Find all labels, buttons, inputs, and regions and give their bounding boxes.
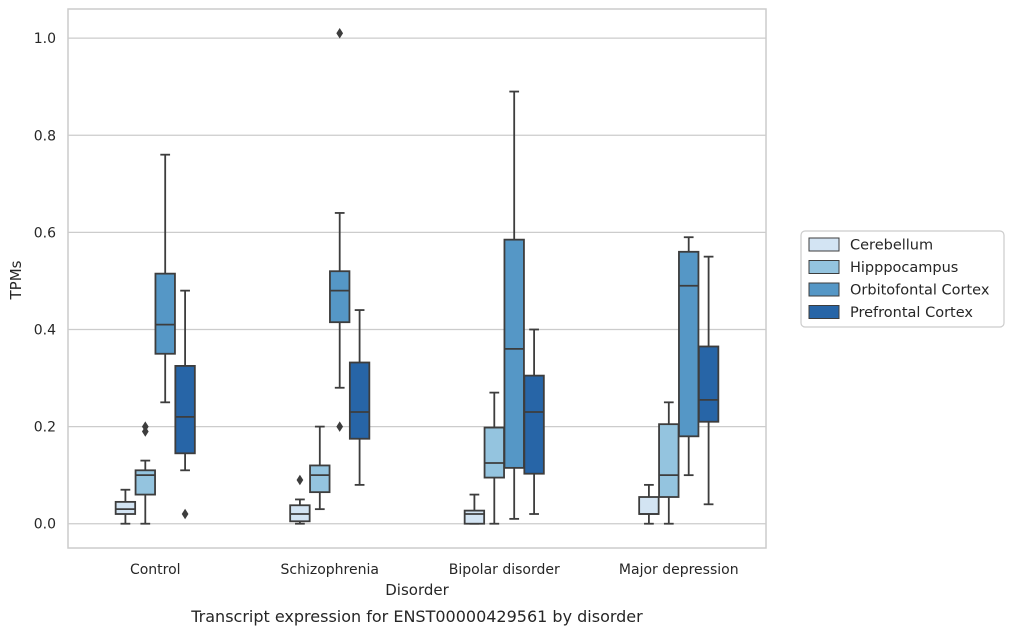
box-body [463, 509, 486, 525]
legend-swatch [808, 237, 840, 252]
y-axis-ticks: 0.0 0.2 0.4 0.6 0.8 1.0 [34, 31, 56, 533]
legend-frame [800, 230, 1005, 328]
box [289, 474, 311, 525]
legend-item: Hipppocampus [808, 260, 958, 276]
x-axis-label: Disorder [385, 581, 449, 599]
legend-item: Prefrontal Cortex [808, 305, 973, 321]
box [483, 391, 505, 525]
y-tick-label: 1.0 [34, 31, 56, 47]
outlier-point [181, 508, 189, 520]
box-body [658, 423, 680, 498]
y-tick-label: 0.6 [34, 225, 56, 241]
box [463, 493, 486, 525]
series-orbitofontal-cortex [154, 28, 700, 520]
outlier-point [141, 421, 149, 432]
x-axis-ticks: Control Schizophrenia Bipolar disorder Majo… [130, 562, 739, 578]
x-tick-label: Major depression [619, 562, 739, 578]
y-axis-label: TPMs [7, 260, 25, 300]
series-cerebellum [114, 474, 660, 525]
outlier-point [336, 421, 344, 432]
legend-swatch [808, 282, 840, 297]
box-body [523, 374, 545, 475]
box [309, 425, 331, 511]
legend-label: Orbitofontal Cortex [850, 283, 990, 299]
outlier-point [336, 28, 344, 39]
legend-swatch [808, 260, 840, 274]
box [658, 401, 680, 525]
chart-caption: Transcript expression for ENST0000042956… [190, 607, 643, 626]
series-hipppocampus [134, 391, 680, 525]
y-tick-label: 0.4 [34, 322, 56, 338]
legend-item: Orbitofontal Cortex [808, 282, 990, 299]
box [678, 236, 700, 477]
outlier-point [296, 474, 304, 486]
box-body [309, 464, 331, 494]
plot-frame [67, 8, 767, 549]
box-body [329, 270, 351, 324]
box-body [503, 238, 525, 469]
legend-item: Cerebellum [808, 237, 933, 254]
box-body [154, 272, 176, 355]
legend-label: Prefrontal Cortex [850, 305, 973, 321]
box [329, 28, 351, 432]
box-body [678, 250, 700, 438]
box-body [638, 496, 660, 515]
box [638, 483, 660, 525]
box [348, 309, 371, 486]
box-body [174, 365, 196, 455]
y-tick-label: 0.2 [34, 420, 56, 436]
box [154, 153, 176, 404]
box-body [697, 345, 720, 423]
box-series [114, 28, 720, 525]
x-tick-label: Bipolar disorder [449, 562, 560, 578]
legend-label: Cerebellum [850, 238, 933, 254]
x-tick-label: Schizophrenia [281, 562, 379, 578]
box-body [348, 361, 371, 440]
legend: Cerebellum Hipppocampus Orbitofontal Corte… [800, 230, 1005, 328]
box [697, 255, 720, 506]
box [174, 289, 196, 520]
legend-swatch [808, 305, 840, 319]
legend-label: Hipppocampus [850, 260, 958, 276]
box-body [114, 500, 137, 515]
series-prefrontal-cortex [174, 255, 720, 520]
y-tick-label: 0.8 [34, 128, 56, 144]
box-body [483, 426, 505, 479]
box-body [134, 469, 156, 496]
box [503, 90, 525, 520]
box [134, 421, 156, 525]
box [114, 488, 137, 525]
box [523, 328, 545, 515]
x-tick-label: Control [130, 562, 181, 578]
y-tick-label: 0.0 [34, 517, 56, 533]
